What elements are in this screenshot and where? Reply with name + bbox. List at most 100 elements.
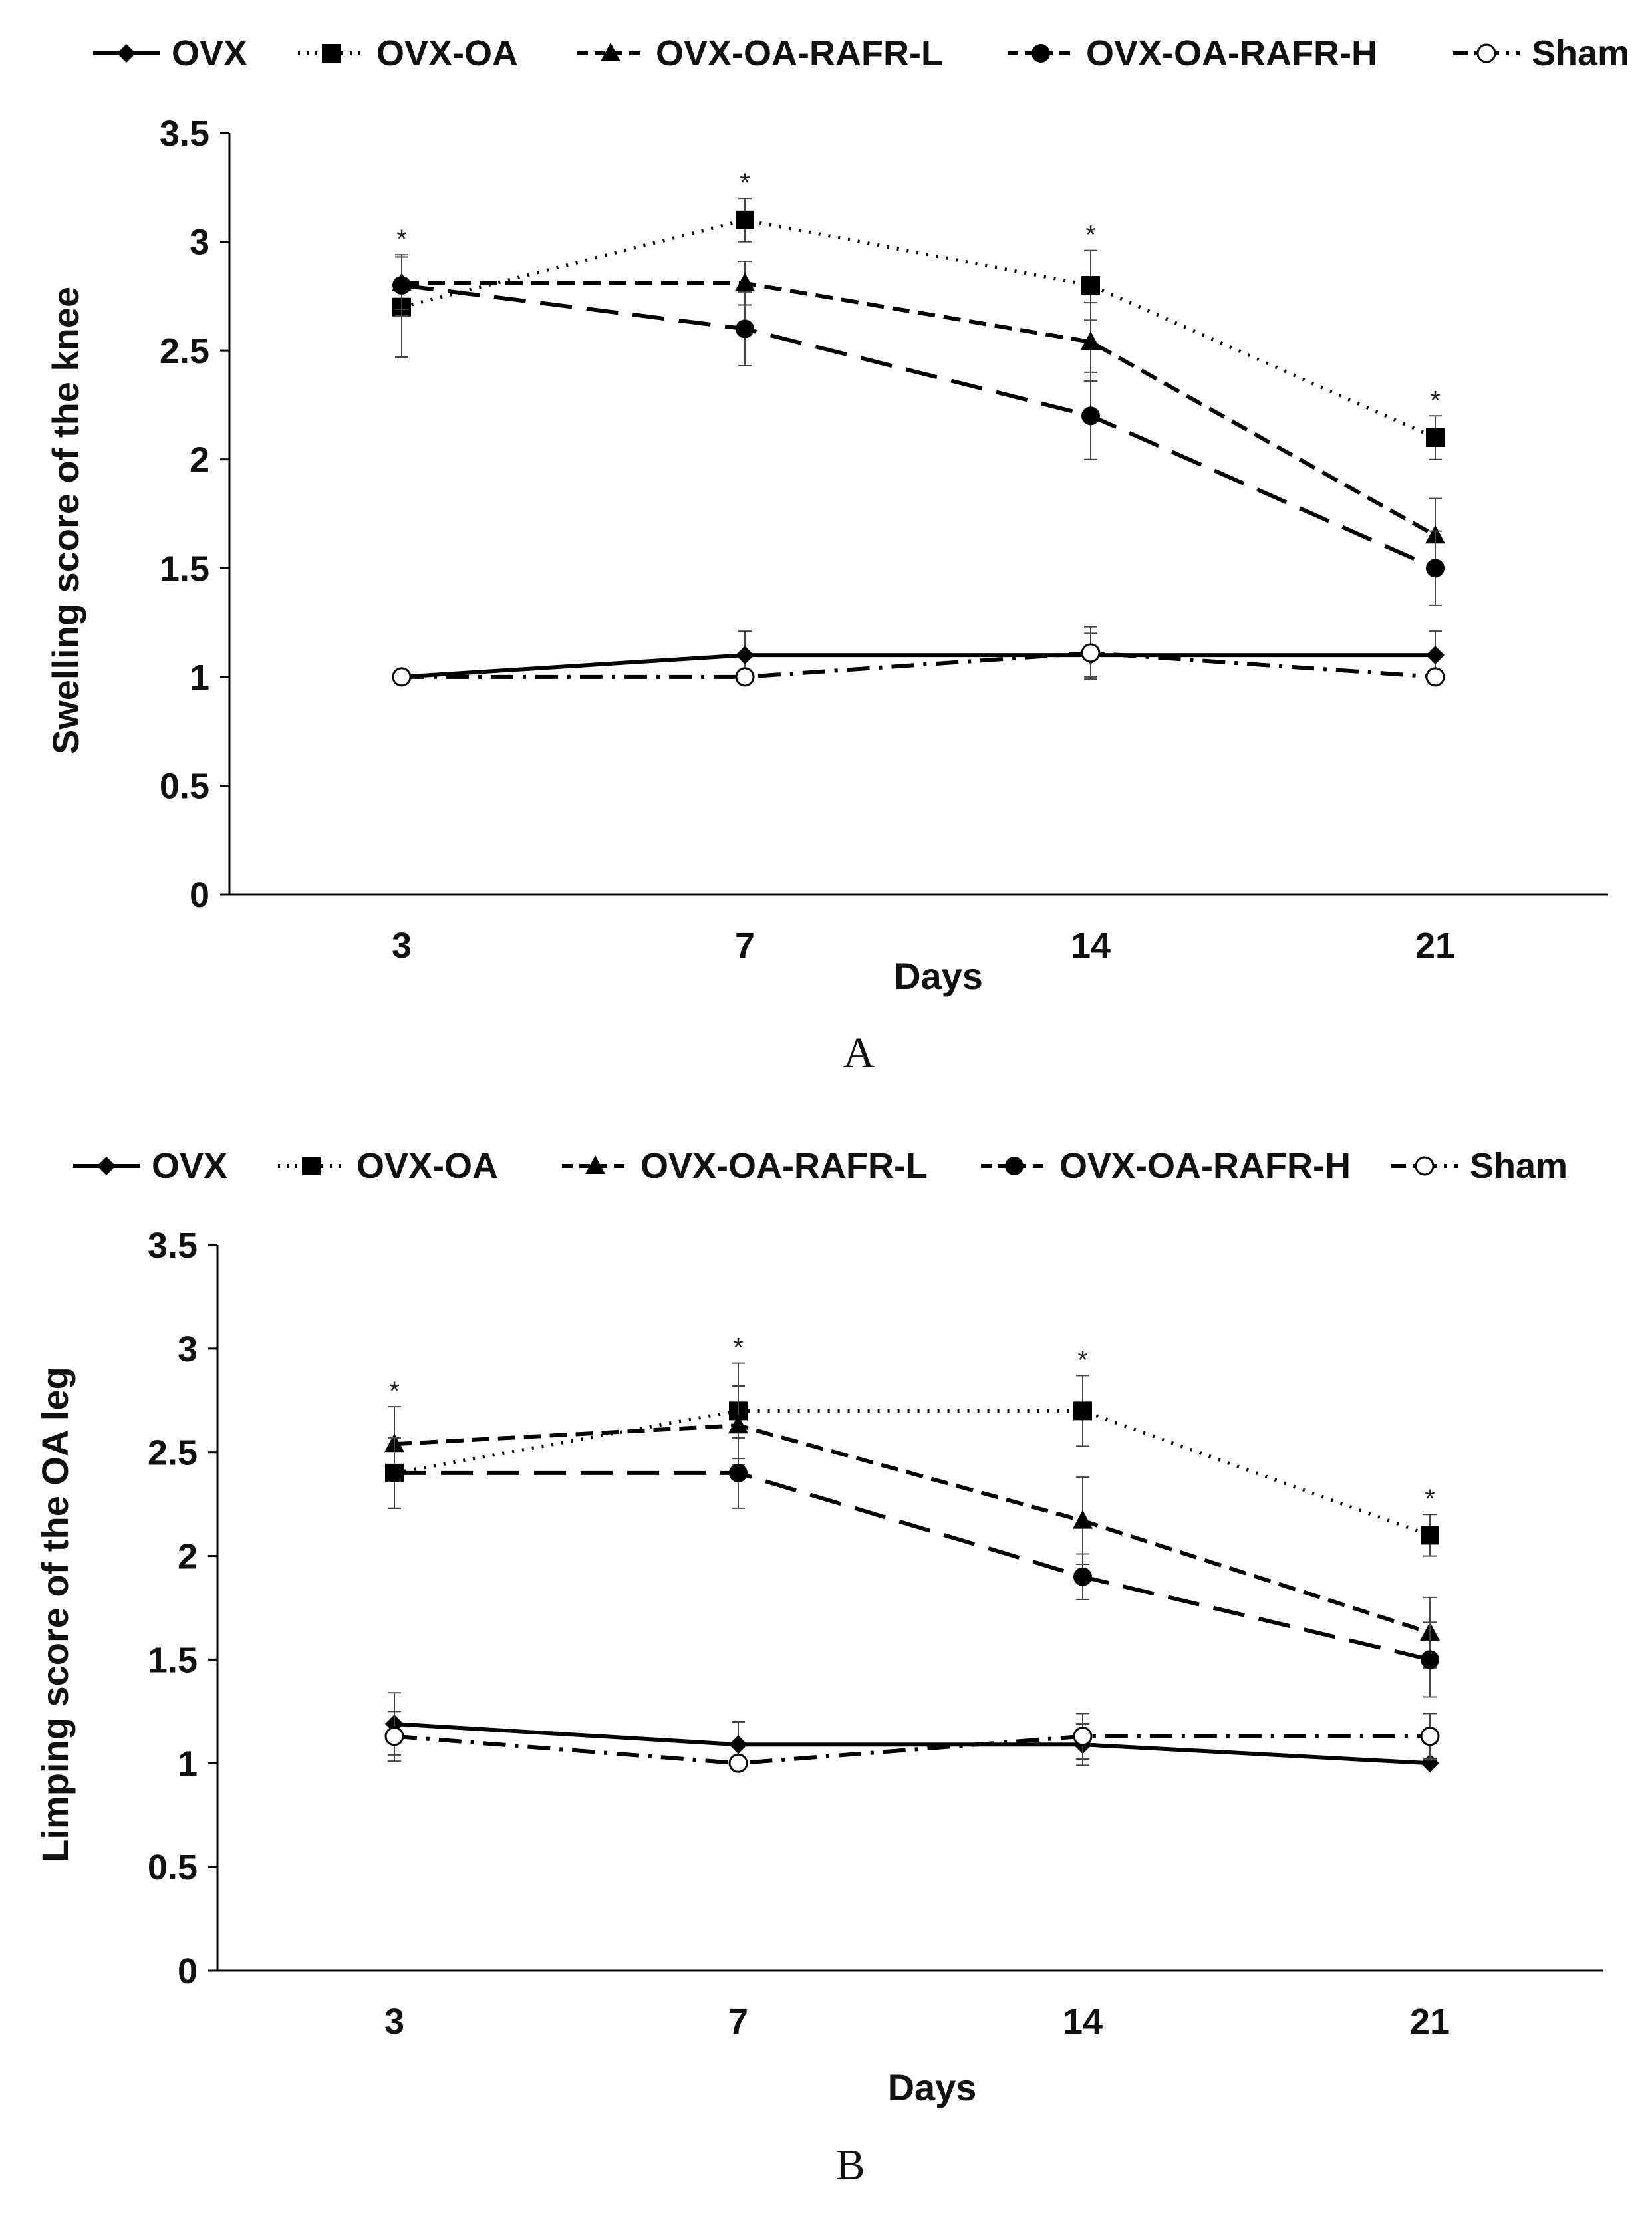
legend-label: OVX xyxy=(152,1146,227,1186)
legend-item: OVX-OA-RAFR-H xyxy=(981,1146,1351,1186)
data-point xyxy=(1081,276,1100,295)
axes: 0 0.5 1 1.5 2 2.5 3 3.5 3 7 14 21 xyxy=(148,1226,1603,2042)
series-line xyxy=(402,281,1437,537)
data-point xyxy=(1073,1727,1093,1746)
data-point xyxy=(1426,428,1445,447)
series-ovx xyxy=(385,1692,1439,1773)
series-sham xyxy=(392,626,1445,687)
data-point xyxy=(729,1463,748,1482)
series-line xyxy=(401,218,1437,440)
y-tick-label: 0 xyxy=(178,1951,198,1991)
legend-label: OVX xyxy=(172,33,247,73)
panel-label: A xyxy=(843,1029,875,1077)
legend-marker xyxy=(1005,1157,1024,1175)
legend-marker xyxy=(97,1157,116,1175)
series-line xyxy=(394,1734,1430,1766)
data-point xyxy=(735,667,755,687)
legend-marker xyxy=(302,1157,321,1175)
data-point xyxy=(736,319,754,339)
data-point xyxy=(1421,1526,1439,1545)
y-tick-label: 3 xyxy=(178,1329,198,1369)
legend-label: OVX-OA-RAFR-H xyxy=(1059,1146,1351,1186)
y-tick-label: 3 xyxy=(190,223,209,263)
legend-marker xyxy=(601,43,620,61)
data-point xyxy=(729,1735,748,1754)
data-point xyxy=(1081,406,1100,426)
legend-item: Sham xyxy=(1391,1146,1568,1186)
panel-label: B xyxy=(835,2141,865,2189)
legend-marker xyxy=(322,44,341,63)
legend: OVX OVX-OA OVX-OA-RAFR-L OVX-OA-RAFR-H Sham xyxy=(73,1146,1568,1186)
panel-a: OVX OVX-OA OVX-OA-RAFR-L OVX-OA-RAFR-H Sham … xyxy=(45,33,1629,1077)
significance-marker: * xyxy=(740,168,750,198)
y-tick-label: 2.5 xyxy=(148,1433,198,1473)
legend-marker xyxy=(1476,43,1496,63)
y-tick-label: 2.5 xyxy=(160,331,209,371)
legend-marker xyxy=(1415,1156,1435,1176)
data-point xyxy=(1073,1567,1092,1586)
data-point xyxy=(736,646,754,665)
legend-item: OVX xyxy=(93,33,247,73)
legend-label: Sham xyxy=(1532,33,1629,73)
y-tick-label: 2 xyxy=(178,1537,198,1577)
data-point xyxy=(728,1753,748,1773)
legend-marker xyxy=(585,1155,605,1174)
series-line xyxy=(394,1423,1431,1635)
y-axis-title: Swelling score of the knee xyxy=(45,287,86,754)
legend-item: Sham xyxy=(1453,33,1629,73)
data-point xyxy=(1081,331,1101,350)
legend-marker xyxy=(117,44,136,63)
x-tick-label: 7 xyxy=(728,2002,748,2042)
axes: 0 0.5 1 1.5 2 2.5 3 3.5 3 7 14 21 xyxy=(160,114,1608,966)
y-tick-label: 1.5 xyxy=(148,1640,198,1680)
series-sham xyxy=(384,1711,1440,1773)
y-tick-label: 1 xyxy=(178,1744,198,1784)
y-tick-label: 1 xyxy=(190,658,209,698)
data-point xyxy=(1426,646,1445,665)
significance-marker: * xyxy=(1425,1484,1435,1514)
y-tick-label: 0 xyxy=(190,875,209,915)
legend-label: OVX-OA-RAFR-L xyxy=(640,1146,928,1186)
panel-b: OVX OVX-OA OVX-OA-RAFR-L OVX-OA-RAFR-H Sham … xyxy=(34,1146,1603,2189)
data-point xyxy=(392,667,412,687)
y-tick-label: 3.5 xyxy=(160,114,209,154)
legend-item: OVX-OA-RAFR-L xyxy=(562,1146,928,1186)
data-point xyxy=(1073,1510,1093,1529)
data-point xyxy=(728,1415,748,1434)
legend-label: Sham xyxy=(1470,1146,1568,1186)
y-tick-label: 0.5 xyxy=(148,1848,198,1887)
data-point xyxy=(384,1727,404,1746)
x-tick-label: 14 xyxy=(1063,2002,1103,2042)
data-point xyxy=(1081,643,1101,663)
data-point xyxy=(1073,1401,1092,1421)
x-tick-label: 21 xyxy=(1410,2002,1450,2042)
legend-item: OVX-OA xyxy=(298,33,518,73)
x-tick-label: 14 xyxy=(1071,926,1111,966)
series-ovx-oa-rafr-h xyxy=(392,254,1445,606)
y-tick-label: 2 xyxy=(190,440,209,480)
legend-label: OVX-OA xyxy=(356,1146,498,1186)
legend-marker xyxy=(1032,44,1050,63)
data-point xyxy=(736,210,754,229)
significance-marker: * xyxy=(1430,386,1441,415)
y-tick-label: 0.5 xyxy=(160,766,209,806)
series-line xyxy=(402,650,1436,679)
significance-marker: * xyxy=(1085,221,1096,250)
data-point xyxy=(1420,1727,1440,1746)
series-line xyxy=(401,653,1435,679)
series-line xyxy=(394,1470,1431,1662)
significance-marker: * xyxy=(1077,1345,1088,1375)
series-line xyxy=(401,283,1437,571)
y-tick-label: 1.5 xyxy=(160,549,209,589)
series-layer: * * * * xyxy=(384,1333,1440,1773)
legend-item: OVX-OA-RAFR-H xyxy=(1008,33,1377,73)
legend: OVX OVX-OA OVX-OA-RAFR-L OVX-OA-RAFR-H Sham xyxy=(93,33,1629,73)
legend-label: OVX-OA xyxy=(376,33,518,73)
significance-marker: * xyxy=(396,225,407,254)
data-point xyxy=(1425,667,1445,687)
legend-label: OVX-OA-RAFR-H xyxy=(1086,33,1377,73)
series-line xyxy=(394,1722,1431,1766)
legend-label: OVX-OA-RAFR-L xyxy=(656,33,943,73)
y-tick-label: 3.5 xyxy=(148,1226,198,1266)
